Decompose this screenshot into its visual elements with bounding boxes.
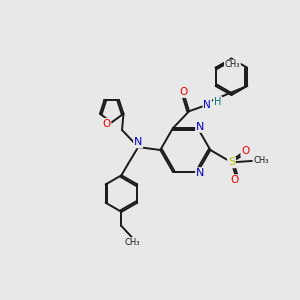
Text: N: N	[196, 168, 204, 178]
Text: O: O	[179, 87, 187, 97]
Text: CH₃: CH₃	[253, 156, 269, 165]
Text: O: O	[230, 175, 238, 185]
Text: N: N	[203, 100, 211, 110]
Text: O: O	[241, 146, 250, 156]
Text: N: N	[134, 137, 142, 147]
Text: CH₃: CH₃	[225, 60, 240, 69]
Text: S: S	[228, 158, 235, 167]
Text: O: O	[102, 119, 110, 129]
Text: CH₃: CH₃	[124, 238, 140, 247]
Text: N: N	[196, 122, 204, 132]
Text: H: H	[214, 97, 221, 107]
